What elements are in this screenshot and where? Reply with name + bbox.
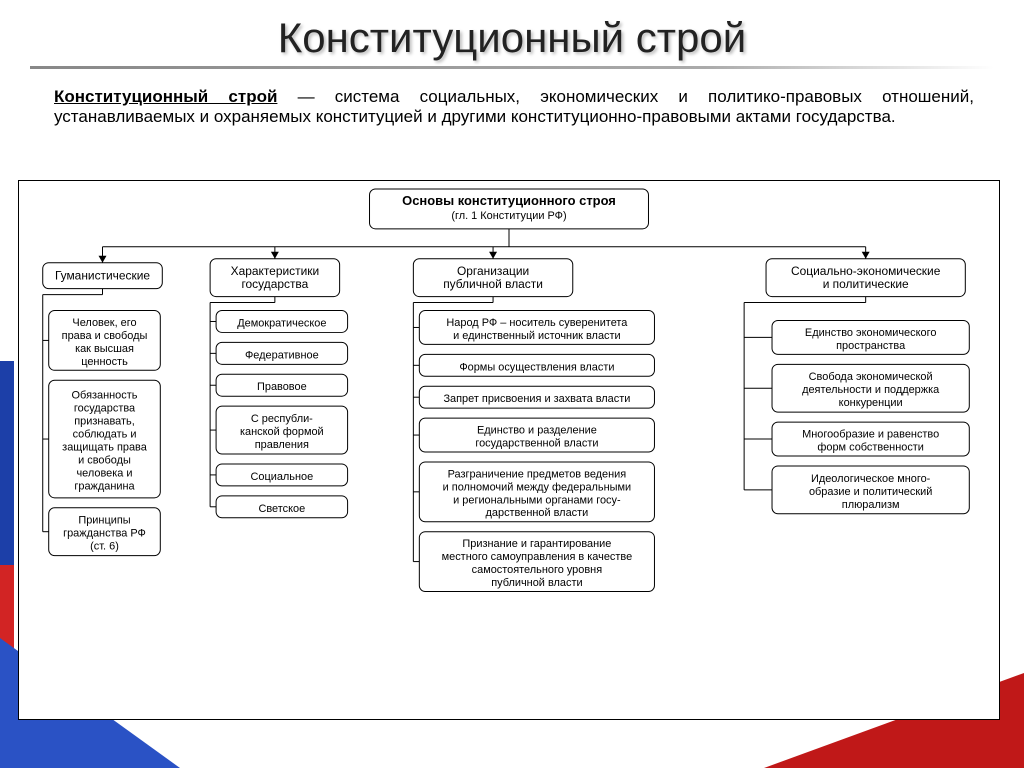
svg-text:и свободы: и свободы (78, 454, 131, 466)
svg-text:как высшая: как высшая (75, 343, 134, 355)
svg-text:дарственной власти: дарственной власти (486, 507, 589, 519)
svg-text:(гл. 1 Конституции РФ): (гл. 1 Конституции РФ) (451, 210, 566, 222)
svg-text:Характеристики: Характеристики (231, 264, 320, 278)
svg-text:Организации: Организации (457, 264, 529, 278)
svg-text:Запрет присвоения и захвата вл: Запрет присвоения и захвата власти (443, 393, 630, 405)
svg-text:Формы осуществления власти: Формы осуществления власти (459, 361, 614, 373)
svg-text:Социальное: Социальное (250, 471, 313, 483)
tree-diagram: Основы конституционного строя (гл. 1 Конс… (19, 181, 999, 719)
svg-text:Свобода экономической: Свобода экономической (809, 371, 933, 383)
svg-text:и единственный источник власти: и единственный источник власти (453, 330, 620, 342)
svg-text:признавать,: признавать, (74, 416, 135, 428)
svg-text:ценность: ценность (81, 356, 128, 368)
definition-term: Конституционный строй (54, 87, 277, 106)
svg-text:государства: государства (241, 277, 308, 291)
svg-text:Демократическое: Демократическое (237, 317, 326, 329)
svg-text:деятельности и поддержка: деятельности и поддержка (802, 384, 940, 396)
definition-paragraph: Конституционный строй — система социальн… (54, 87, 974, 127)
slide-title: Конституционный строй (0, 0, 1024, 62)
svg-text:Народ РФ – носитель суверените: Народ РФ – носитель суверенитета (446, 317, 628, 329)
svg-text:правления: правления (255, 439, 309, 451)
svg-text:Обязанность: Обязанность (72, 390, 138, 402)
svg-text:гражданства РФ: гражданства РФ (63, 528, 146, 540)
svg-text:соблюдать и: соблюдать и (73, 429, 137, 441)
svg-text:Гуманистические: Гуманистические (55, 269, 150, 283)
svg-text:конкуренции: конкуренции (839, 397, 903, 409)
svg-text:защищать права: защищать права (62, 441, 148, 453)
svg-text:и полномочий между федеральным: и полномочий между федеральными (443, 481, 632, 493)
svg-text:и региональными органами госу-: и региональными органами госу- (453, 494, 621, 506)
svg-text:канской формой: канской формой (240, 426, 324, 438)
svg-text:государства: государства (74, 403, 136, 415)
svg-text:Принципы: Принципы (78, 515, 130, 527)
svg-text:самостоятельного уровня: самостоятельного уровня (472, 564, 603, 576)
svg-text:публичной власти: публичной власти (443, 277, 543, 291)
svg-text:образие и политический: образие и политический (809, 486, 932, 498)
svg-text:Разграничение предметов ведени: Разграничение предметов ведения (448, 468, 627, 480)
svg-text:форм собственности: форм собственности (817, 441, 924, 453)
svg-text:человека и: человека и (76, 467, 132, 479)
svg-text:Многообразие и равенство: Многообразие и равенство (802, 429, 939, 441)
svg-text:Единство экономического: Единство экономического (805, 327, 937, 339)
svg-text:Признание и гарантирование: Признание и гарантирование (462, 538, 611, 550)
svg-text:Единство и разделение: Единство и разделение (477, 425, 597, 437)
svg-text:местного самоуправления в каче: местного самоуправления в качестве (442, 551, 633, 563)
svg-text:Основы конституционного строя: Основы конституционного строя (402, 193, 616, 208)
svg-text:и политические: и политические (823, 277, 909, 291)
svg-text:гражданина: гражданина (74, 480, 135, 492)
title-underline (30, 66, 994, 69)
svg-text:Человек, его: Человек, его (72, 317, 136, 329)
svg-text:Светское: Светское (258, 503, 305, 515)
svg-text:публичной власти: публичной власти (491, 577, 582, 589)
svg-text:государственной власти: государственной власти (475, 438, 598, 450)
svg-text:Идеологическое много-: Идеологическое много- (811, 473, 931, 485)
svg-text:Социально-экономические: Социально-экономические (791, 264, 941, 278)
svg-text:С республи-: С республи- (251, 413, 313, 425)
svg-text:права и свободы: права и свободы (62, 330, 148, 342)
svg-text:(ст. 6): (ст. 6) (90, 541, 119, 553)
svg-text:Федеративное: Федеративное (245, 349, 319, 361)
svg-text:пространства: пространства (836, 340, 906, 352)
svg-text:Правовое: Правовое (257, 381, 307, 393)
diagram-frame: Основы конституционного строя (гл. 1 Конс… (18, 180, 1000, 720)
svg-text:плюрализм: плюрализм (842, 499, 900, 511)
